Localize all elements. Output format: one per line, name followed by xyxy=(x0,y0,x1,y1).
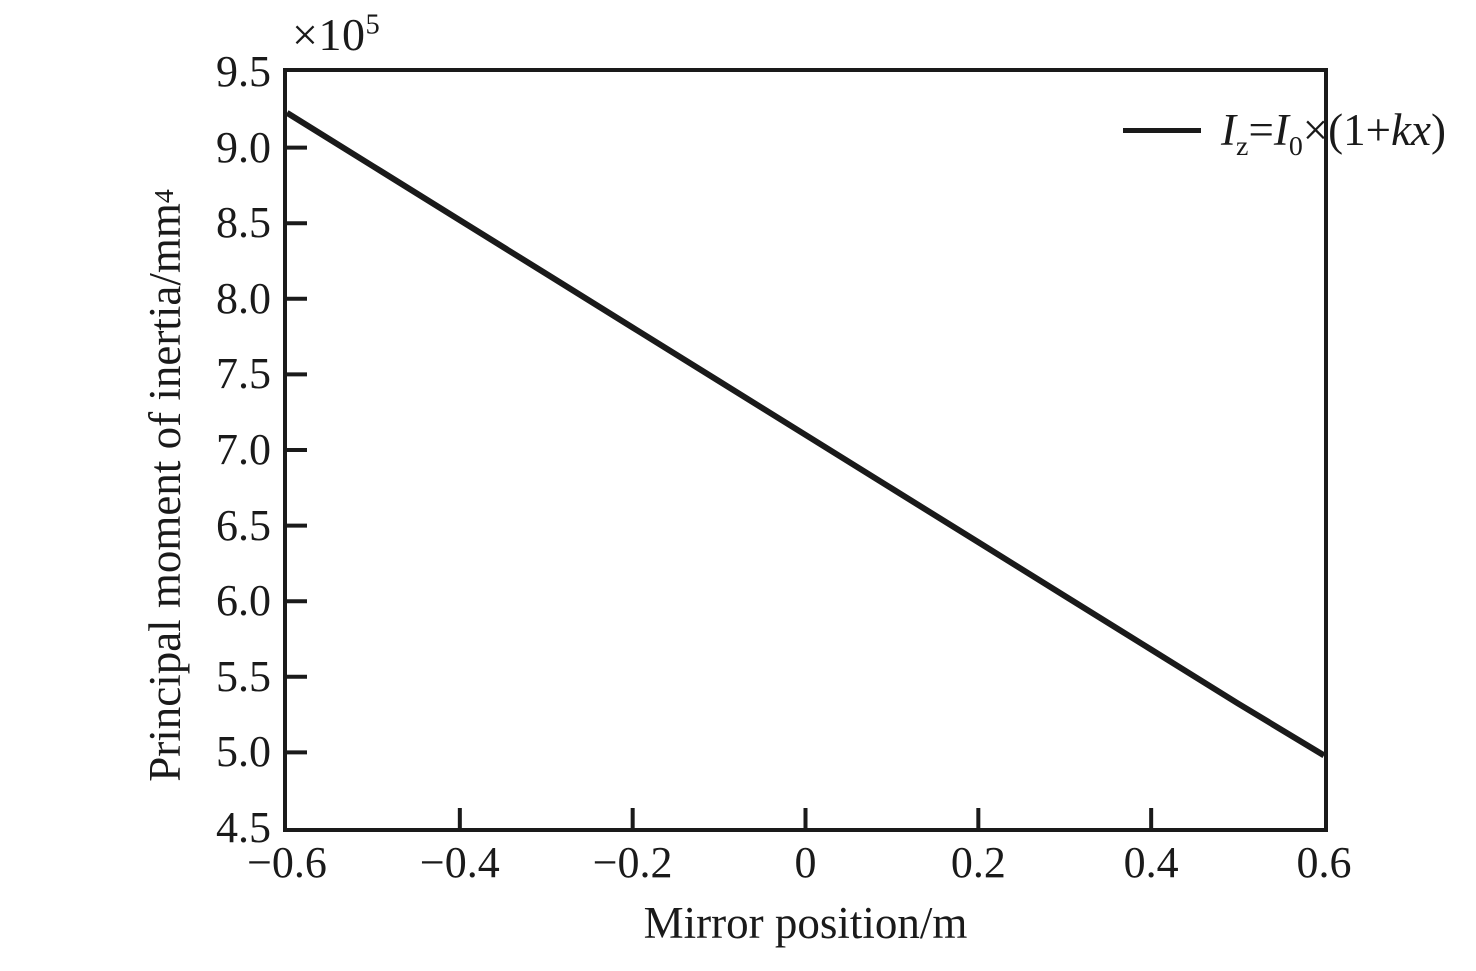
y-axis-tick-label: 7.0 xyxy=(216,425,271,474)
plot-area xyxy=(283,68,1328,832)
x-axis-tick-label: 0.2 xyxy=(950,838,1006,887)
series-line xyxy=(287,113,1324,756)
y-axis-multiplier-base: ×10 xyxy=(292,9,366,60)
legend-symbol-Iz: I xyxy=(1221,105,1237,155)
legend-symbol-x: x xyxy=(1411,105,1431,155)
y-axis-tick-label: 7.5 xyxy=(216,349,271,399)
x-axis-tick-label: −0.2 xyxy=(592,838,673,887)
y-axis-tick-label: 9.5 xyxy=(216,47,271,96)
x-axis-tick-label: 0.4 xyxy=(1123,838,1179,887)
legend-subscript-z: z xyxy=(1236,131,1249,162)
legend-equals: = xyxy=(1248,105,1274,155)
legend-symbol-k: k xyxy=(1391,105,1412,155)
legend: Iz=I0×(1+kx) xyxy=(1123,105,1446,161)
y-axis-multiplier: ×105 xyxy=(292,9,381,60)
y-axis-multiplier-exponent: 5 xyxy=(365,9,381,41)
legend-subscript-0: 0 xyxy=(1288,131,1303,162)
legend-line-swatch-icon xyxy=(1123,128,1202,133)
y-axis-tick-label: 5.0 xyxy=(216,727,271,777)
y-axis-title: Principal moment of inertia/mm 4 xyxy=(139,189,190,782)
legend-times-open: ×(1+ xyxy=(1302,105,1392,155)
y-axis-tick-label: 4.5 xyxy=(216,803,271,852)
data-line-series xyxy=(287,72,1324,828)
y-axis-tick-label: 9.0 xyxy=(216,122,271,172)
y-axis-tick-label: 8.5 xyxy=(216,198,271,248)
x-axis-tick-label: 0.6 xyxy=(1296,838,1352,887)
y-axis-tick-label: 6.5 xyxy=(216,500,271,550)
x-axis-tick-label: −0.6 xyxy=(247,838,327,887)
y-axis-tick-label: 8.0 xyxy=(216,273,271,323)
y-axis-tick-labels: 4.5 5.0 5.5 6.0 6.5 7.0 7.5 8.0 8.5 9.0 9.5 xyxy=(183,0,271,971)
x-axis-tick-label: −0.4 xyxy=(419,838,500,887)
x-axis-title: Mirror position/m xyxy=(643,898,968,948)
y-axis-tick-label: 6.0 xyxy=(216,576,271,626)
plot-inner xyxy=(287,72,1324,828)
legend-entry-label: Iz=I0×(1+kx) xyxy=(1221,105,1446,161)
y-axis-tick-label: 5.5 xyxy=(216,651,271,701)
y-axis-title-text: Principal moment of inertia/mm xyxy=(139,203,190,782)
legend-symbol-I0: I xyxy=(1273,105,1289,155)
x-axis-tick-labels: −0.6 −0.4 −0.2 0 0.2 0.4 0.6 xyxy=(0,841,1476,901)
legend-close-paren: ) xyxy=(1431,105,1446,155)
y-axis-title-wrapper: Principal moment of inertia/mm 4 xyxy=(137,0,193,971)
x-axis-tick-label: 0 xyxy=(794,838,817,887)
